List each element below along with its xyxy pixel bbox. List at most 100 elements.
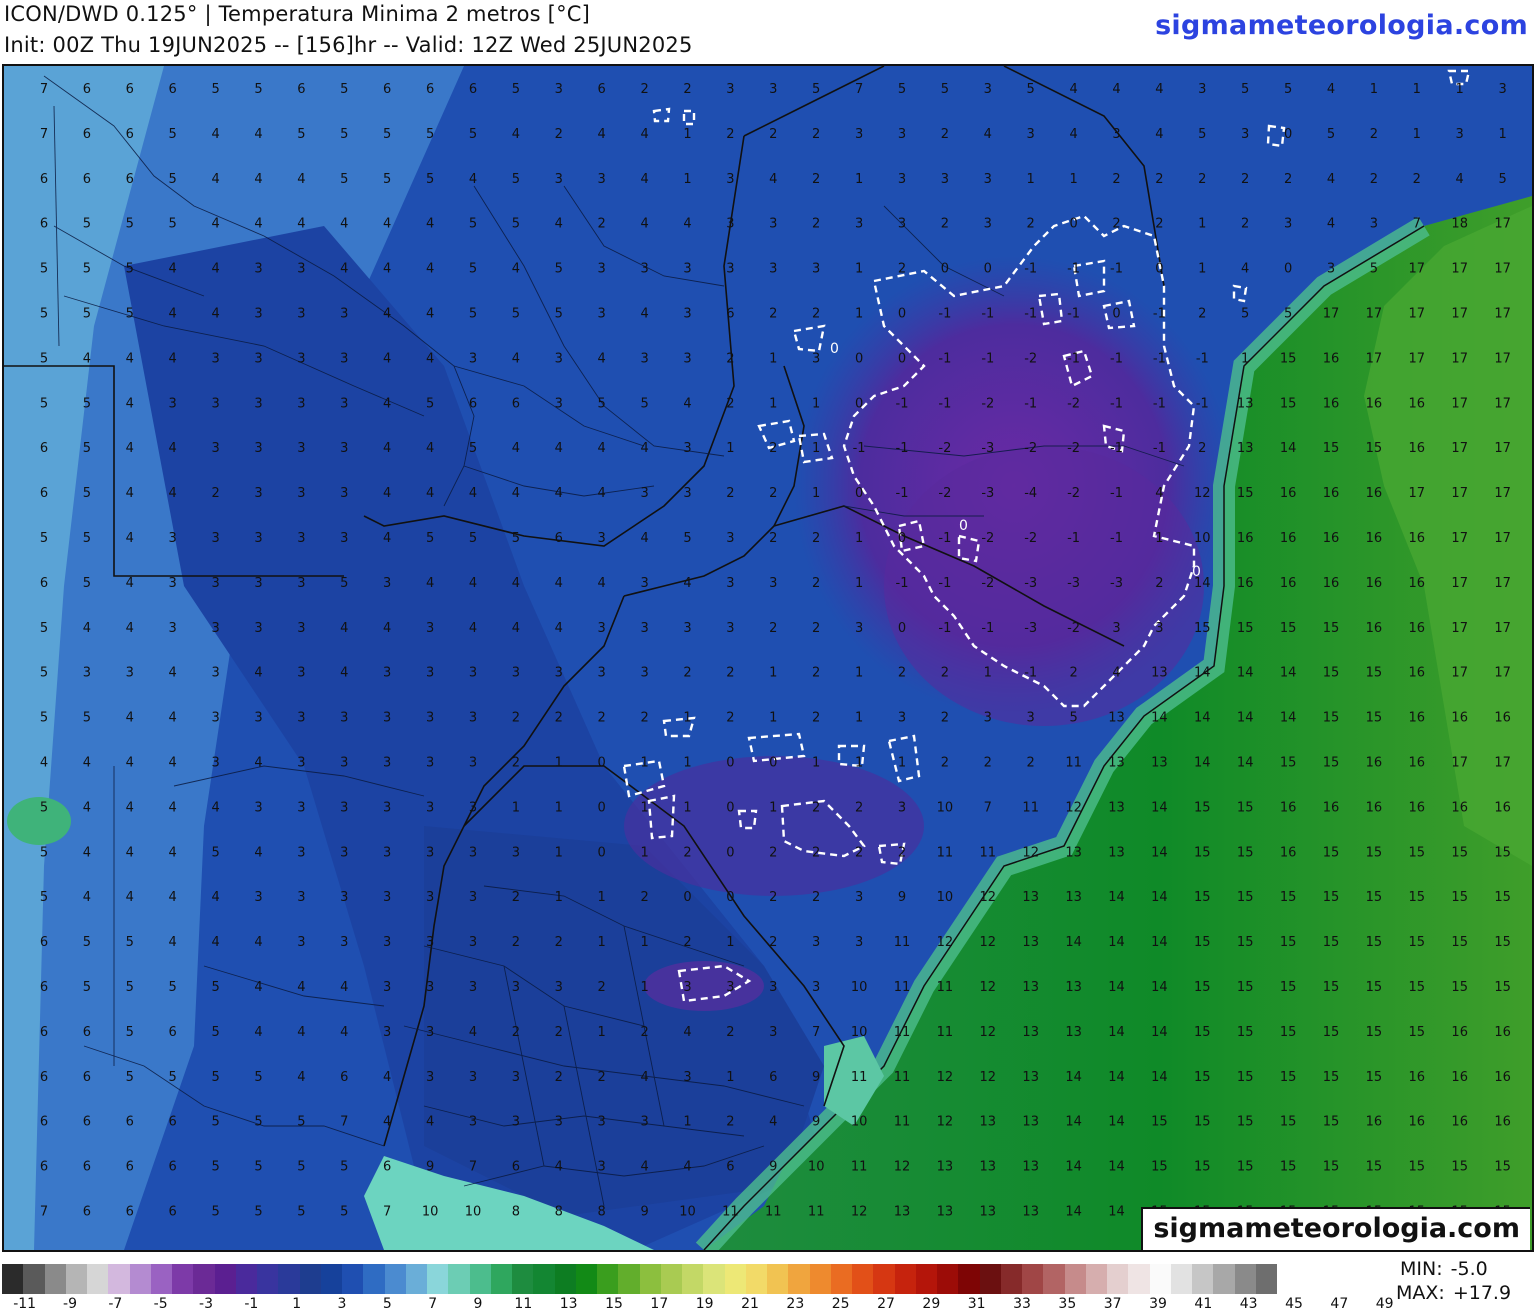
grid-value: 2: [1112, 172, 1120, 187]
grid-value: 3: [598, 621, 606, 636]
grid-value: 3: [769, 262, 777, 277]
color-scale-tick: 23: [786, 1296, 805, 1312]
color-swatch: [65, 1264, 87, 1294]
grid-value: 2: [1069, 666, 1077, 681]
grid-value: 5: [898, 82, 906, 97]
grid-value: 16: [1366, 531, 1383, 546]
grid-value: 0: [726, 756, 734, 771]
grid-value: 5: [340, 576, 348, 591]
grid-value: 15: [1323, 1160, 1340, 1175]
grid-value: -1: [1153, 441, 1166, 456]
grid-value: 15: [1237, 621, 1254, 636]
grid-value: 4: [383, 1115, 391, 1130]
grid-value: 6: [40, 217, 48, 232]
grid-value: 15: [1323, 756, 1340, 771]
color-scale-tick: -3: [199, 1296, 213, 1312]
grid-value: 2: [640, 711, 648, 726]
grid-value: -1: [1153, 396, 1166, 411]
grid-value: -1: [1067, 351, 1080, 366]
grid-value: 10: [851, 980, 868, 995]
grid-value: 16: [1323, 800, 1340, 815]
zero-isotherm-labels: 0 0 0: [830, 341, 1201, 580]
grid-value: 3: [598, 1115, 606, 1130]
grid-value: 1: [1413, 127, 1421, 142]
grid-value: 6: [726, 1160, 734, 1175]
grid-value: 2: [769, 441, 777, 456]
grid-value: 0: [898, 351, 906, 366]
color-swatch: [1192, 1264, 1214, 1294]
grid-value: 15: [1151, 1160, 1168, 1175]
grid-value: 6: [169, 1025, 177, 1040]
grid-value: 11: [894, 1070, 911, 1085]
grid-value: 15: [1280, 980, 1297, 995]
grid-value: 4: [1241, 262, 1249, 277]
grid-value: -2: [1024, 531, 1037, 546]
grid-value: 2: [1198, 172, 1206, 187]
grid-value: 4: [126, 756, 134, 771]
grid-value: 4: [640, 441, 648, 456]
grid-value: 4: [1456, 172, 1464, 187]
grid-value: 14: [1151, 980, 1168, 995]
grid-value: 15: [1366, 890, 1383, 905]
grid-value: 3: [984, 711, 992, 726]
grid-value: 3: [512, 666, 520, 681]
grid-value: -1: [1110, 486, 1123, 501]
grid-value: -3: [1067, 576, 1080, 591]
color-scale-tick: 7: [428, 1296, 438, 1312]
grid-value: 4: [598, 127, 606, 142]
grid-value: 3: [555, 82, 563, 97]
brand-link[interactable]: sigmameteorologia.com: [1155, 10, 1528, 41]
grid-value: 1: [726, 441, 734, 456]
cold-pool-far-south: [644, 961, 764, 1011]
grid-value: 14: [1108, 1115, 1125, 1130]
grid-value: 17: [1366, 351, 1383, 366]
grid-value: 3: [211, 441, 219, 456]
grid-value: 2: [211, 486, 219, 501]
grid-value: 5: [40, 396, 48, 411]
grid-value: 0: [855, 396, 863, 411]
grid-value: 15: [1194, 890, 1211, 905]
grid-value: 3: [211, 531, 219, 546]
color-scale-tick: 1: [292, 1296, 302, 1312]
color-scale-tick: 39: [1149, 1296, 1167, 1312]
grid-value: 5: [1027, 82, 1035, 97]
grid-value: 3: [598, 172, 606, 187]
grid-value: 15: [1409, 980, 1426, 995]
grid-value: 16: [1366, 486, 1383, 501]
grid-value: 3: [726, 621, 734, 636]
grid-value: 6: [512, 1160, 520, 1175]
grid-value: 2: [812, 890, 820, 905]
grid-value: 13: [1022, 1205, 1039, 1220]
grid-value: 2: [683, 935, 691, 950]
grid-value: 3: [769, 217, 777, 232]
grid-value: 2: [941, 756, 949, 771]
grid-value: 5: [555, 307, 563, 322]
grid-value: 4: [383, 351, 391, 366]
grid-value: 6: [40, 1115, 48, 1130]
grid-value: 5: [340, 1160, 348, 1175]
color-swatch: [554, 1264, 576, 1294]
grid-value: 5: [469, 217, 477, 232]
grid-value: 3: [898, 800, 906, 815]
grid-value: 16: [1323, 486, 1340, 501]
grid-value: 2: [812, 845, 820, 860]
grid-value: 4: [512, 127, 520, 142]
grid-value: 2: [512, 711, 520, 726]
grid-value: 16: [1494, 1115, 1511, 1130]
grid-value: 5: [40, 531, 48, 546]
grid-value: 2: [855, 800, 863, 815]
grid-value: 16: [1494, 711, 1511, 726]
grid-value: 15: [1280, 1115, 1297, 1130]
ocean-far-region: [1364, 206, 1532, 866]
grid-value: 3: [297, 711, 305, 726]
grid-value: 16: [1409, 441, 1426, 456]
grid-value: 1: [855, 711, 863, 726]
grid-value: 2: [1370, 127, 1378, 142]
grid-value: 7: [855, 82, 863, 97]
grid-value: 3: [297, 531, 305, 546]
grid-value: 2: [1027, 756, 1035, 771]
grid-value: 1: [640, 980, 648, 995]
grid-value: 2: [769, 621, 777, 636]
grid-value: 0: [598, 800, 606, 815]
grid-value: 11: [937, 1025, 954, 1040]
